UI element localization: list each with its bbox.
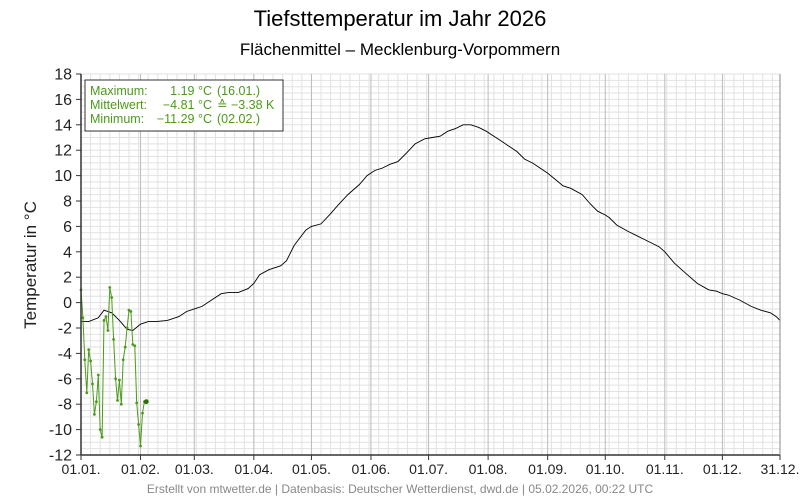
y-tick-label: 4 xyxy=(63,244,72,261)
data-point xyxy=(89,359,92,363)
y-tick-label: 6 xyxy=(63,219,72,236)
data-point xyxy=(116,399,119,402)
y-tick-label: -10 xyxy=(49,422,72,439)
data-point xyxy=(93,413,96,416)
data-point xyxy=(121,358,125,362)
data-point xyxy=(139,444,142,448)
y-tick-label: 0 xyxy=(63,295,72,312)
data-point xyxy=(143,399,149,405)
y-tick-label: -4 xyxy=(58,346,72,363)
series-2026 xyxy=(79,286,149,448)
data-point xyxy=(137,423,141,426)
data-point xyxy=(96,373,100,377)
x-tick-label: 01.04. xyxy=(234,461,273,477)
data-point xyxy=(133,344,137,348)
stat-min-value: −11.29 °C xyxy=(157,112,212,126)
data-point xyxy=(98,428,102,431)
chart-title: Tiefsttemperatur im Jahr 2026 xyxy=(253,6,547,31)
y-tick-label: -6 xyxy=(58,371,72,388)
climatology-series xyxy=(81,124,781,331)
data-point xyxy=(106,329,110,332)
data-point xyxy=(95,400,98,404)
y-tick-label: -8 xyxy=(58,397,72,414)
stat-max-date: (16.01.) xyxy=(217,84,260,98)
stat-mean-label: Mittelwert: xyxy=(90,98,147,112)
stat-mean-anomaly: ≙ −3.38 K xyxy=(217,98,275,112)
data-point xyxy=(108,286,112,289)
data-point xyxy=(112,338,115,341)
y-tick-label: 8 xyxy=(63,194,72,211)
stats-legend-box: Maximum: 1.19 °C (16.01.) Mittelwert: −4… xyxy=(84,79,284,132)
x-tick-label: 01.01. xyxy=(62,461,101,477)
x-tick-label: 01.12. xyxy=(703,461,742,477)
data-point xyxy=(125,326,129,330)
data-point xyxy=(129,310,133,313)
data-point xyxy=(110,296,114,299)
data-point xyxy=(83,358,87,362)
x-tick-label: 01.07. xyxy=(409,461,448,477)
y-tick-label: -2 xyxy=(58,321,72,338)
data-point xyxy=(118,378,121,382)
data-point xyxy=(135,401,139,405)
grid xyxy=(80,73,781,456)
data-point xyxy=(91,382,94,386)
y-tick-label: 16 xyxy=(54,92,72,109)
x-tick-label: 01.02. xyxy=(121,461,160,477)
x-tick-label: 01.10. xyxy=(586,461,625,477)
data-point xyxy=(87,348,91,351)
data-point xyxy=(100,435,104,439)
data-point xyxy=(123,345,127,349)
data-point xyxy=(131,343,135,346)
data-point xyxy=(81,316,85,320)
y-axis-label: Temperatur in °C xyxy=(21,201,40,329)
data-point xyxy=(104,315,108,318)
data-point xyxy=(114,377,117,381)
stat-max-label: Maximum: xyxy=(90,84,148,98)
y-tick-label: 18 xyxy=(54,67,72,84)
y-tick-label: 10 xyxy=(54,168,72,185)
y-tick-label: 12 xyxy=(54,143,72,160)
x-tick-label: 01.06. xyxy=(352,461,391,477)
x-tick-label: 01.03. xyxy=(175,461,214,477)
data-point xyxy=(102,319,106,322)
x-tick-label: 01.09. xyxy=(528,461,567,477)
stat-max-value: 1.19 °C xyxy=(170,84,212,98)
data-point xyxy=(85,391,89,395)
x-tick-label: 01.08. xyxy=(469,461,508,477)
x-tick-label: 31.12. xyxy=(761,461,800,477)
chart-subtitle: Flächenmittel – Mecklenburg-Vorpommern xyxy=(239,40,561,59)
data-point xyxy=(141,411,144,415)
stat-min-date: (02.02.) xyxy=(217,112,260,126)
y-tick-label: 2 xyxy=(63,270,72,287)
footer-credits: Erstellt von mtwetter.de | Datenbasis: D… xyxy=(146,482,654,496)
y-tick-label: -12 xyxy=(49,448,72,465)
y-tick-label: 14 xyxy=(54,117,72,134)
data-point xyxy=(119,402,123,406)
stat-mean-value: −4.81 °C xyxy=(163,98,212,112)
climatology-line xyxy=(81,124,781,331)
x-tick-label: 01.11. xyxy=(646,461,684,477)
stat-min-label: Minimum: xyxy=(90,112,144,126)
x-tick-label: 01.05. xyxy=(292,461,331,477)
